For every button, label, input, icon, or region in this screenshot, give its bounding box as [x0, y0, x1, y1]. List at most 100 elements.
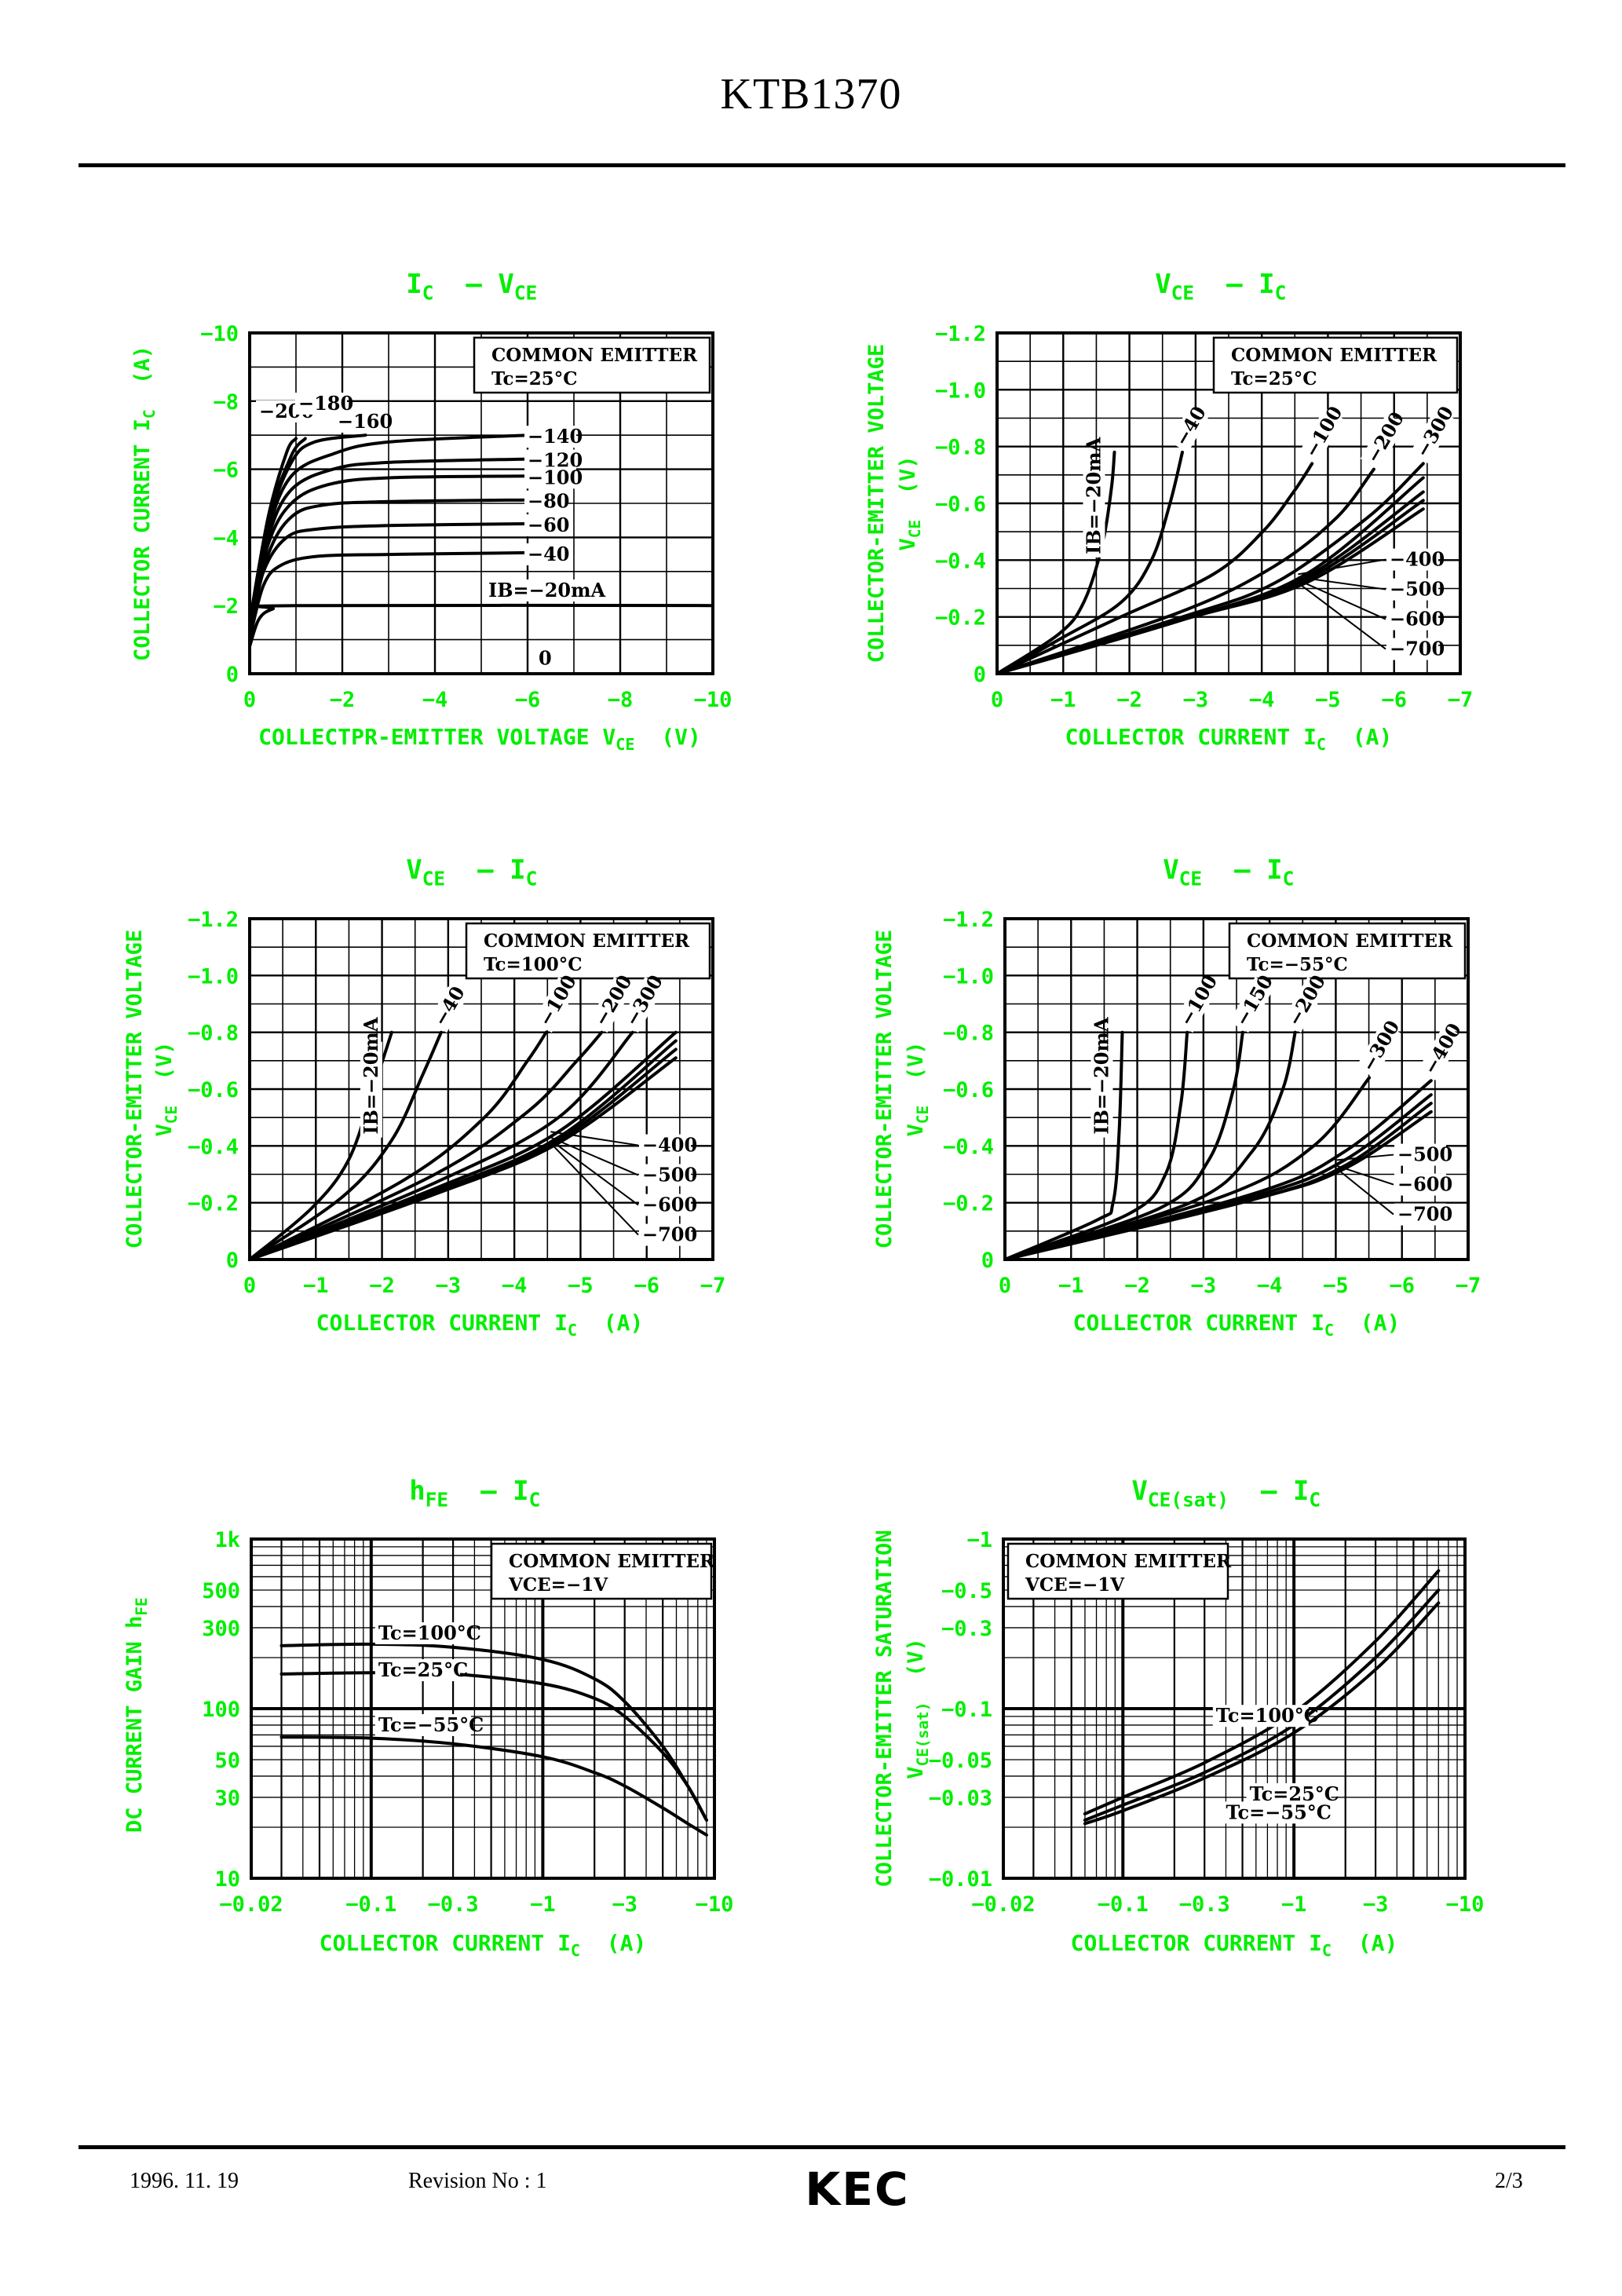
kec-logo: KEC: [805, 2163, 908, 2216]
series-group: [248, 433, 714, 649]
label-rot-2: −100: [532, 971, 581, 1033]
y-tick-label: −8: [213, 390, 239, 415]
y-tick-label: 0: [981, 1249, 994, 1273]
y-tick-label: 50: [214, 1749, 240, 1773]
series-group: [248, 1030, 678, 1261]
y-tick-label: −0.4: [188, 1135, 239, 1159]
x-tick-label: −8: [608, 688, 634, 712]
label-rot-2: −100: [1299, 402, 1347, 464]
label-160: −160: [334, 410, 393, 433]
series-line-2: [248, 1030, 548, 1261]
label-rot-2-bg: [1229, 976, 1275, 1033]
x-axis-label-text: COLLECTOR CURRENT IC (A): [1065, 724, 1393, 754]
label-rot-0-bg: [1090, 1041, 1113, 1138]
y-tick-label: −0.1: [941, 1698, 992, 1722]
y-axis-label: COLLECTOR-EMITTER VOLTAGE: [122, 930, 147, 1249]
tick-labels: 0 −1 −2 −3 −4 −5 −6 −7 0 −0.2 −0.4 −0.6 −0.8 −1.0 −1.2: [188, 908, 725, 1298]
y-tick-label: −4: [213, 526, 239, 550]
label-rot-2-bg: [1299, 408, 1344, 464]
label-rot-3-bg: [1281, 976, 1327, 1033]
label-tcm55: Tc=−55°C: [374, 1713, 484, 1736]
x-tick-label: −3: [1183, 688, 1209, 712]
x-tick-label: −6: [1381, 688, 1407, 712]
plot-frame: [1002, 1537, 1467, 1880]
info-condition: Tc=100°C: [484, 954, 583, 975]
info-box: [473, 336, 711, 394]
chart-title-text: VCE – IC: [406, 854, 553, 890]
tick-labels: −0.02 −0.1 −0.3 −1 −3 −10 −0.01 −0.03 −0.05 −0.1 −…: [929, 1528, 1485, 1917]
info-mode: COMMON EMITTER: [1247, 930, 1453, 952]
label-tc25: Tc=25°C: [374, 1658, 468, 1682]
x-axis-label: COLLECTPR-EMITTER VOLTAGE VCE (V): [258, 724, 701, 754]
y-tick-label: −0.2: [188, 1192, 239, 1216]
tick-labels: 0 −2 −4 −6 −8 −100−2−4−6−8−10: [200, 322, 732, 712]
series-line-1: [1083, 1589, 1441, 1822]
series-line-7: [995, 499, 1425, 675]
y-axis-label-text: COLLECTOR-EMITTER VOLTAGE: [864, 344, 889, 663]
y-tick-label: 1k: [214, 1528, 240, 1552]
y-tick-label: −0.03: [929, 1786, 992, 1811]
y-tick-label: −0.6: [943, 1078, 994, 1102]
label-zero-bg: [535, 647, 554, 670]
label-right-0-bg: [1394, 1143, 1446, 1166]
x-tick-label: −5: [568, 1274, 594, 1298]
curve-labels: IB=−20mA−40−100−200−300−400−500−600−700: [360, 971, 697, 1246]
series-line-6: [1003, 1093, 1433, 1261]
label-rot-0-text: IB=−20mA: [360, 1017, 382, 1135]
x-tick-label: 0: [243, 1274, 256, 1298]
label-tc25-text: Tc=25°C: [378, 1658, 468, 1681]
series-line-8: [995, 507, 1425, 675]
series-line-4: [995, 462, 1425, 675]
label-rot-4-bg: [619, 976, 664, 1033]
y-tick-label: −0.5: [941, 1579, 992, 1603]
label-rot-5: −400: [1417, 1019, 1466, 1081]
label-right-0-text: −400: [642, 1134, 697, 1157]
series-line-0: [1003, 1030, 1124, 1261]
x-tick-label: −3: [436, 1274, 462, 1298]
label-tc25-text: Tc=25°C: [1250, 1782, 1339, 1805]
y-tick-label: 500: [202, 1579, 240, 1603]
x-tick-label: −3: [1363, 1892, 1389, 1917]
y-axis-label-text: COLLECTOR CURRENT IC (A): [130, 345, 159, 661]
y-tick-label: 0: [226, 663, 239, 687]
y-axis-label: COLLECTOR-EMITTER VOLTAGE: [872, 930, 897, 1249]
info-box: [1228, 922, 1467, 980]
label-right-2-bg: [639, 1194, 691, 1216]
label-right-0: −500: [1394, 1143, 1452, 1166]
info-mode: COMMON EMITTER: [1231, 345, 1438, 366]
label-rot-1-text: −40: [429, 982, 469, 1030]
footer-date: 1996. 11. 19: [130, 2169, 239, 2193]
label-rot-3-bg: [1360, 413, 1406, 470]
x-tick-label: −1: [1058, 1274, 1084, 1298]
leader-2: [550, 1139, 639, 1206]
label-rot-3: −200: [1281, 971, 1330, 1033]
label-rot-1-bg: [1168, 406, 1209, 453]
y-axis-label: COLLECTOR-EMITTER SATURATION: [872, 1530, 897, 1887]
label-rot-0-bg: [1083, 461, 1105, 558]
x-axis-label-text: COLLECTPR-EMITTER VOLTAGE VCE (V): [258, 724, 701, 754]
label-tc100-bg: [374, 1622, 471, 1645]
y-axis-label-2: VCE (V): [904, 1042, 932, 1137]
y-tick-label: 30: [214, 1786, 240, 1811]
chart-hfe-ic: hFE – IC −0.02 −0.1 −0.3 −1 −3 −10 10 30 50 100 30…: [122, 1475, 733, 1960]
x-tick-label: −5: [1315, 688, 1341, 712]
x-tick-label: 0: [243, 688, 256, 712]
label-right-1-text: −500: [642, 1164, 697, 1186]
x-tick-label: −2: [369, 1274, 395, 1298]
label-rot-4: −300: [1409, 402, 1458, 464]
info-box: [465, 922, 711, 980]
label-ib-20-bg: [485, 579, 581, 602]
x-tick-label: −10: [1446, 1892, 1485, 1917]
label-rot-1: −40: [1168, 402, 1211, 453]
label-tcm55-text: Tc=−55°C: [378, 1713, 484, 1736]
label-ib-0: −140: [524, 425, 583, 448]
label-ib-4-bg: [524, 514, 565, 537]
x-tick-label: −6: [634, 1274, 659, 1298]
label-ib-3-bg: [524, 490, 565, 513]
info-mode: COMMON EMITTER: [1025, 1551, 1232, 1572]
y-axis-label: COLLECTOR CURRENT IC (A): [130, 345, 159, 661]
y-axis-label-text: COLLECTOR-EMITTER VOLTAGE: [872, 930, 897, 1249]
chart-title-text: VCE – IC: [1155, 269, 1302, 305]
y-tick-label: 300: [202, 1617, 240, 1641]
